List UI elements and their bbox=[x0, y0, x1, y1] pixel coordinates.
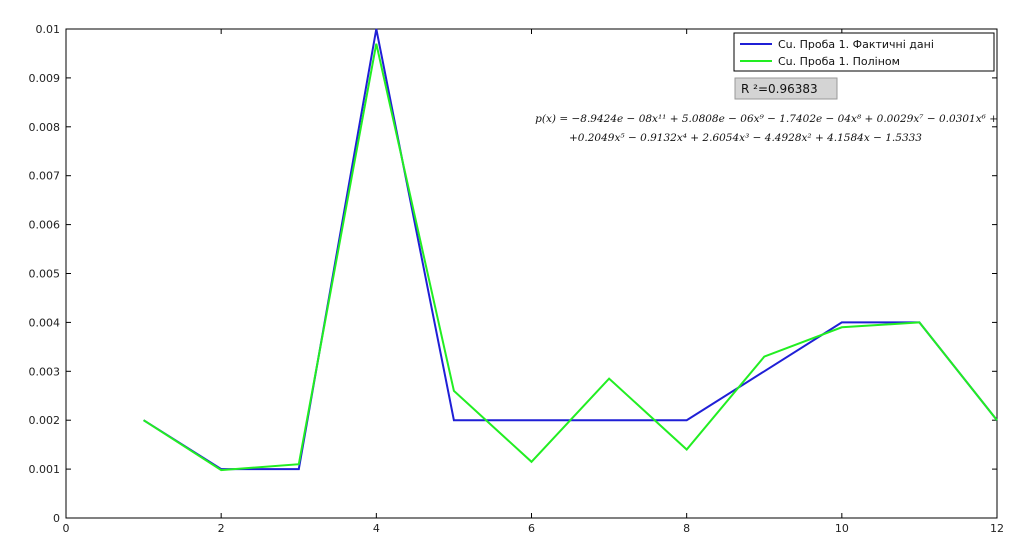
y-tick-label: 0 bbox=[53, 512, 60, 525]
y-tick-label: 0.009 bbox=[29, 72, 61, 85]
legend-label-actual: Cu. Проба 1. Фактичні дані bbox=[778, 38, 934, 51]
plot-area bbox=[65, 28, 998, 519]
y-tick-label: 0.002 bbox=[29, 414, 61, 427]
y-tick-label: 0.001 bbox=[29, 463, 61, 476]
plot-series bbox=[143, 28, 998, 472]
r-squared-text: R ²=0.96383 bbox=[741, 82, 818, 96]
y-tick-label: 0.003 bbox=[29, 365, 61, 378]
y-tick-label: 0.01 bbox=[36, 23, 61, 36]
y-tick-label: 0.007 bbox=[29, 170, 61, 183]
r-squared-annotation: R ²=0.96383 bbox=[734, 77, 838, 100]
y-tick-label: 0.006 bbox=[29, 219, 61, 232]
x-tick-label: 4 bbox=[373, 522, 380, 535]
x-tick-label: 8 bbox=[683, 522, 690, 535]
r-squared-box bbox=[734, 77, 838, 100]
axis-ticks: 0 2 4 6 8 10 12 0 0.001 0.002 0.003 0.004 0.005 0.006… bbox=[29, 23, 1005, 535]
legend: Cu. Проба 1. Фактичні дані Cu. Проба 1. … bbox=[733, 32, 995, 72]
x-tick-label: 10 bbox=[835, 522, 849, 535]
y-tick-label: 0.004 bbox=[29, 316, 61, 329]
x-tick-label: 0 bbox=[63, 522, 70, 535]
equation-line-2: +0.2049x⁵ − 0.9132x⁴ + 2.6054x³ − 4.4928… bbox=[569, 132, 922, 144]
y-tick-label: 0.008 bbox=[29, 121, 61, 134]
legend-label-polynomial: Cu. Проба 1. Поліном bbox=[778, 55, 900, 68]
equation-line-1: p(x) = −8.9424e − 08x¹¹ + 5.0808e − 06x⁹… bbox=[535, 113, 998, 125]
y-tick-label: 0.005 bbox=[29, 268, 61, 281]
x-tick-label: 12 bbox=[990, 522, 1004, 535]
series-line-polynomial bbox=[143, 43, 998, 472]
x-tick-label: 6 bbox=[528, 522, 535, 535]
x-tick-label: 2 bbox=[218, 522, 225, 535]
legend-box bbox=[733, 32, 995, 72]
